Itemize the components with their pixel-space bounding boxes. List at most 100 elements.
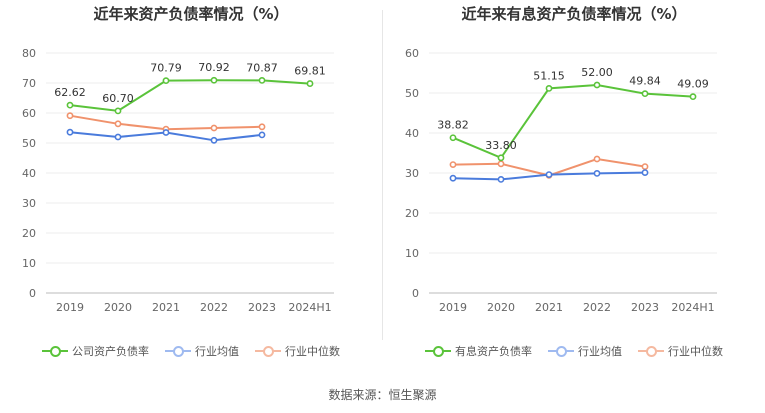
legend-label: 行业中位数 (285, 345, 340, 358)
data-point (66, 101, 74, 109)
legend-line-icon (255, 346, 281, 357)
left-chart-title: 近年来资产负债率情况（%） (93, 5, 289, 23)
data-point (641, 169, 649, 176)
y-tick-label: 80 (22, 47, 36, 60)
x-tick-label: 2019 (56, 301, 84, 314)
legend-line-icon (165, 346, 191, 357)
data-point (306, 80, 314, 87)
data-point (641, 90, 649, 98)
legend-label: 行业中位数 (668, 345, 723, 358)
data-point (641, 163, 649, 170)
data-point (593, 81, 601, 89)
y-tick-label: 30 (22, 197, 36, 210)
series-line (69, 79, 311, 112)
data-label: 70.92 (198, 61, 230, 74)
data-point (593, 155, 601, 163)
data-point (497, 154, 505, 162)
legend-label: 行业均值 (195, 345, 239, 358)
right-chart-panel: 近年来有息资产负债率情况（%） 0 10 20 30 40 50 60 2019 2020 202… (383, 0, 765, 380)
data-point (545, 171, 553, 178)
legend-label: 行业均值 (578, 345, 622, 358)
data-point (162, 129, 170, 136)
data-point (114, 133, 122, 141)
data-point (66, 128, 74, 136)
data-point (689, 93, 697, 101)
data-point (210, 136, 218, 144)
data-point (258, 76, 266, 84)
left-chart-panel: 近年来资产负债率情况（%） 0 10 20 30 40 50 60 70 80 2019 2020 2… (0, 0, 382, 380)
y-tick-label: 40 (22, 167, 36, 180)
x-tick-label: 2023 (631, 301, 659, 314)
data-point (66, 112, 74, 120)
data-point (162, 77, 170, 85)
legend-item-industry-mean[interactable]: 行业均值 (548, 343, 622, 359)
legend-line-icon (425, 346, 451, 357)
x-tick-label: 2024H1 (671, 301, 714, 314)
data-point (210, 124, 218, 132)
data-source-note: 数据来源：恒生聚源 (328, 388, 437, 402)
data-label: 51.15 (533, 69, 565, 82)
data-label: 52.00 (581, 66, 613, 79)
legend-item-industry-median[interactable]: 行业中位数 (638, 343, 723, 359)
y-tick-label: 10 (405, 247, 419, 260)
panel-divider (382, 10, 383, 340)
y-tick-label: 40 (405, 127, 419, 140)
legend-label: 有息资产负债率 (455, 345, 532, 358)
data-point (593, 169, 601, 177)
y-tick-label: 60 (22, 107, 36, 120)
legend-label: 公司资产负债率 (72, 345, 149, 358)
x-tick-label: 2024H1 (288, 301, 331, 314)
data-point (449, 134, 457, 142)
y-tick-label: 50 (22, 137, 36, 150)
y-tick-label: 70 (22, 77, 36, 90)
data-point (497, 175, 505, 183)
data-label: 62.62 (54, 86, 86, 99)
left-chart-legend: 公司资产负债率 行业均值 行业中位数 (0, 343, 382, 359)
legend-item-interest-debt-ratio[interactable]: 有息资产负债率 (425, 343, 532, 359)
x-tick-label: 2019 (439, 301, 467, 314)
data-point (258, 123, 266, 131)
legend-line-icon (548, 346, 574, 357)
y-tick-label: 30 (405, 167, 419, 180)
x-tick-label: 2020 (104, 301, 132, 314)
legend-item-industry-mean[interactable]: 行业均值 (165, 343, 239, 359)
y-tick-label: 50 (405, 87, 419, 100)
right-chart-title: 近年来有息资产负债率情况（%） (461, 5, 687, 23)
data-point (497, 160, 505, 168)
data-label: 49.09 (677, 78, 709, 91)
x-tick-label: 2023 (248, 301, 276, 314)
right-chart-plot: 0 10 20 30 40 50 60 2019 2020 2021 2022 2023 2024H1 3… (405, 47, 717, 314)
y-tick-label: 60 (405, 47, 419, 60)
legend-item-industry-median[interactable]: 行业中位数 (255, 343, 340, 359)
data-point (114, 120, 122, 128)
x-tick-label: 2021 (535, 301, 563, 314)
data-point (545, 85, 553, 92)
data-label: 70.79 (150, 62, 182, 75)
y-tick-label: 20 (405, 207, 419, 220)
y-tick-label: 0 (29, 287, 36, 300)
data-point (449, 161, 457, 168)
y-tick-label: 10 (22, 257, 36, 270)
data-label: 69.81 (294, 65, 326, 78)
data-label: 38.82 (437, 119, 469, 132)
left-chart-plot: 0 10 20 30 40 50 60 70 80 2019 2020 2021 2022 2023 202… (22, 47, 334, 314)
legend-line-icon (42, 346, 68, 357)
x-tick-label: 2022 (200, 301, 228, 314)
data-label: 49.84 (629, 75, 661, 88)
legend-item-company-debt-ratio[interactable]: 公司资产负债率 (42, 343, 149, 359)
data-label: 60.70 (102, 92, 134, 105)
x-tick-label: 2022 (583, 301, 611, 314)
series-line (452, 83, 694, 160)
data-label: 70.87 (246, 61, 278, 74)
x-tick-label: 2020 (487, 301, 515, 314)
data-point (449, 174, 457, 182)
y-tick-label: 0 (412, 287, 419, 300)
right-chart-legend: 有息资产负债率 行业均值 行业中位数 (383, 343, 765, 359)
data-point (114, 107, 122, 115)
x-tick-label: 2021 (152, 301, 180, 314)
y-tick-label: 20 (22, 227, 36, 240)
data-point (258, 131, 266, 139)
data-point (210, 76, 218, 84)
legend-line-icon (638, 346, 664, 357)
data-label: 33.80 (485, 139, 517, 152)
